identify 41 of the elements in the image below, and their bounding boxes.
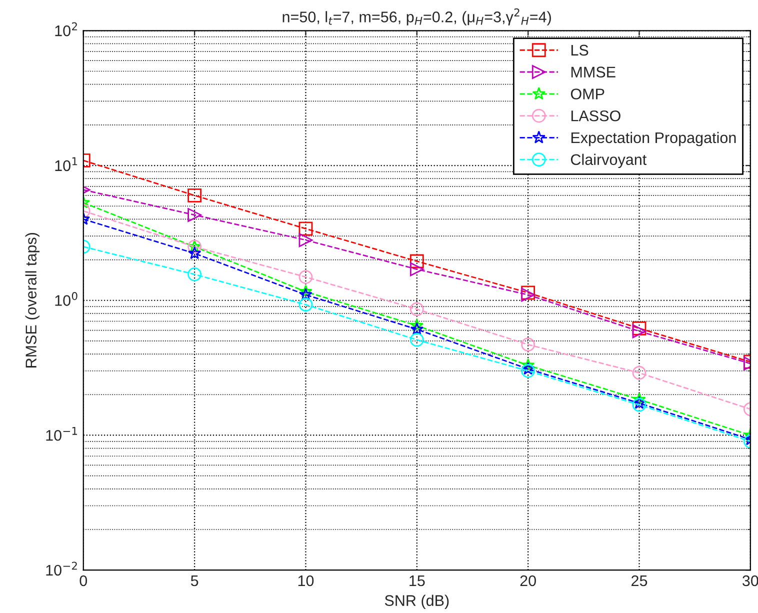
y-axis-title: RMSE (overall taps): [25, 232, 40, 368]
point: [521, 358, 535, 372]
point: [188, 246, 202, 260]
point: [188, 208, 202, 222]
x-tick-label: 30: [742, 575, 758, 586]
point: [188, 188, 202, 202]
legend-label: MMSE: [571, 66, 616, 78]
point: [298, 270, 313, 284]
point: [410, 262, 424, 276]
y-tick-label: 10$^{2}$: [55, 22, 77, 36]
point: [298, 233, 313, 248]
x-tick-label: 5: [190, 576, 198, 586]
point: [521, 364, 536, 378]
point: [521, 338, 536, 352]
legend-label: LASSO: [571, 110, 620, 122]
point: [410, 254, 424, 268]
y-tick-label: 10$^{1}$: [55, 157, 78, 172]
point: [521, 362, 535, 375]
x-axis-title: SNR (dB): [384, 594, 449, 609]
point: [299, 288, 312, 301]
point: [410, 322, 424, 336]
point: [410, 318, 424, 332]
legend-label: OMP: [570, 88, 604, 100]
point: [410, 302, 424, 316]
x-tick-label: 25: [632, 575, 648, 586]
point: [298, 298, 313, 312]
x-tick-label: 15: [410, 576, 425, 586]
legend-label: Expectation Propagation: [571, 132, 736, 146]
y-tick-label: 10$^{−2}$: [46, 562, 77, 576]
chart-title: n=50, l$_{t}$=7, m=56, p$_{H}$=0.2, (μ$_{H}$=3,γ$^{2}$$_{H}$=4): [282, 8, 551, 26]
x-tick-label: 20: [520, 575, 536, 586]
x-tick-label: 0: [80, 575, 88, 586]
y-tick-label: 10$^{0}$: [55, 292, 78, 306]
point: [410, 332, 424, 347]
legend-label: Clairvoyant: [570, 154, 647, 168]
point: [188, 267, 202, 282]
y-tick-label: 10$^{−1}$: [46, 427, 77, 441]
x-tick-label: 10: [298, 575, 314, 586]
legend-label: LS: [571, 44, 588, 56]
point: [299, 284, 312, 298]
point: [298, 222, 313, 236]
